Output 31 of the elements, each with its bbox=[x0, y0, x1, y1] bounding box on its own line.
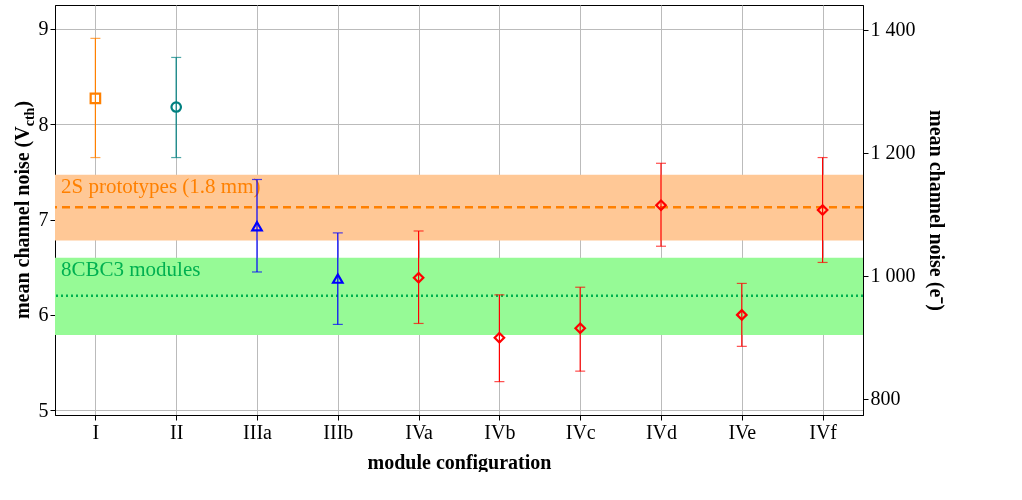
x-tick-label: IVf bbox=[809, 420, 838, 443]
y-tick-label: 9 bbox=[38, 17, 49, 40]
x-tick-label: IVa bbox=[405, 420, 434, 443]
x-tick-label: IIIb bbox=[323, 420, 354, 443]
point bbox=[331, 273, 344, 284]
x-tick-label: II bbox=[170, 420, 184, 443]
point bbox=[493, 331, 506, 344]
point bbox=[89, 92, 102, 105]
y-tick-label: 8 bbox=[38, 112, 49, 135]
point bbox=[170, 101, 183, 113]
point bbox=[735, 309, 748, 321]
point bbox=[655, 199, 667, 212]
point bbox=[251, 221, 263, 232]
y2-tick-label: 1 200 bbox=[870, 141, 916, 164]
x-tick-label: IVd bbox=[645, 420, 678, 443]
y2-axis-title: mean channel noise (e⁻) bbox=[924, 110, 948, 311]
x-tick-label: I bbox=[92, 420, 100, 443]
x-tick-label: IIIa bbox=[243, 420, 273, 443]
x-tick-label: IVe bbox=[728, 420, 757, 443]
x-tick-label: IVc bbox=[565, 420, 596, 443]
point bbox=[574, 322, 587, 335]
x-tick-label: IVb bbox=[484, 420, 516, 443]
point bbox=[816, 204, 829, 216]
y2-tick-label: 800 bbox=[870, 387, 901, 410]
y2-tick-label: 1 000 bbox=[870, 264, 916, 287]
y2-tick-label: 1 400 bbox=[870, 18, 916, 41]
y-tick-label: 6 bbox=[38, 303, 49, 326]
point bbox=[412, 271, 425, 284]
y-tick-label: 7 bbox=[38, 208, 49, 231]
y-tick-label: 5 bbox=[38, 398, 49, 421]
band-label: 8CBC3 modules bbox=[61, 256, 201, 281]
